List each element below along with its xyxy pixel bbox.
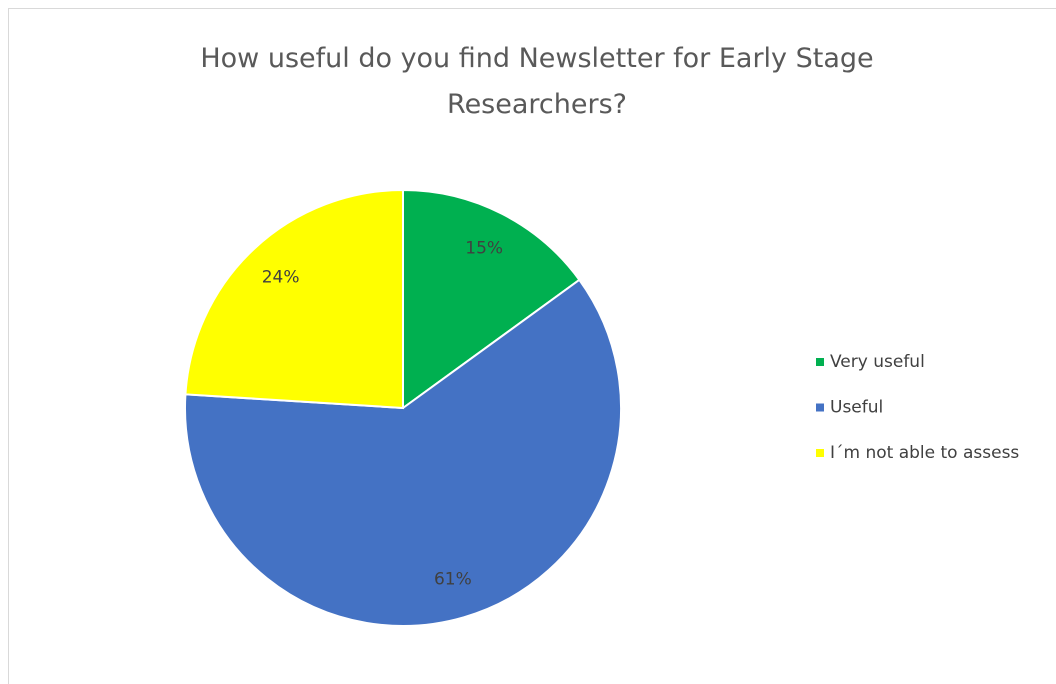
chart-title: How useful do you find Newsletter for Ea… xyxy=(200,43,874,120)
legend-label: Useful xyxy=(830,398,883,418)
data-label: 24% xyxy=(262,268,300,288)
data-label: 61% xyxy=(434,570,472,590)
pie-slice xyxy=(184,278,622,627)
legend-marker xyxy=(816,449,824,457)
pie-slice xyxy=(402,188,581,410)
pie-slice xyxy=(184,188,404,410)
legend-label: Very useful xyxy=(830,352,925,372)
legend-label: I´m not able to assess xyxy=(830,443,1019,463)
legend-marker xyxy=(816,403,824,412)
legend-marker xyxy=(816,358,824,366)
data-label: 15% xyxy=(465,239,503,259)
